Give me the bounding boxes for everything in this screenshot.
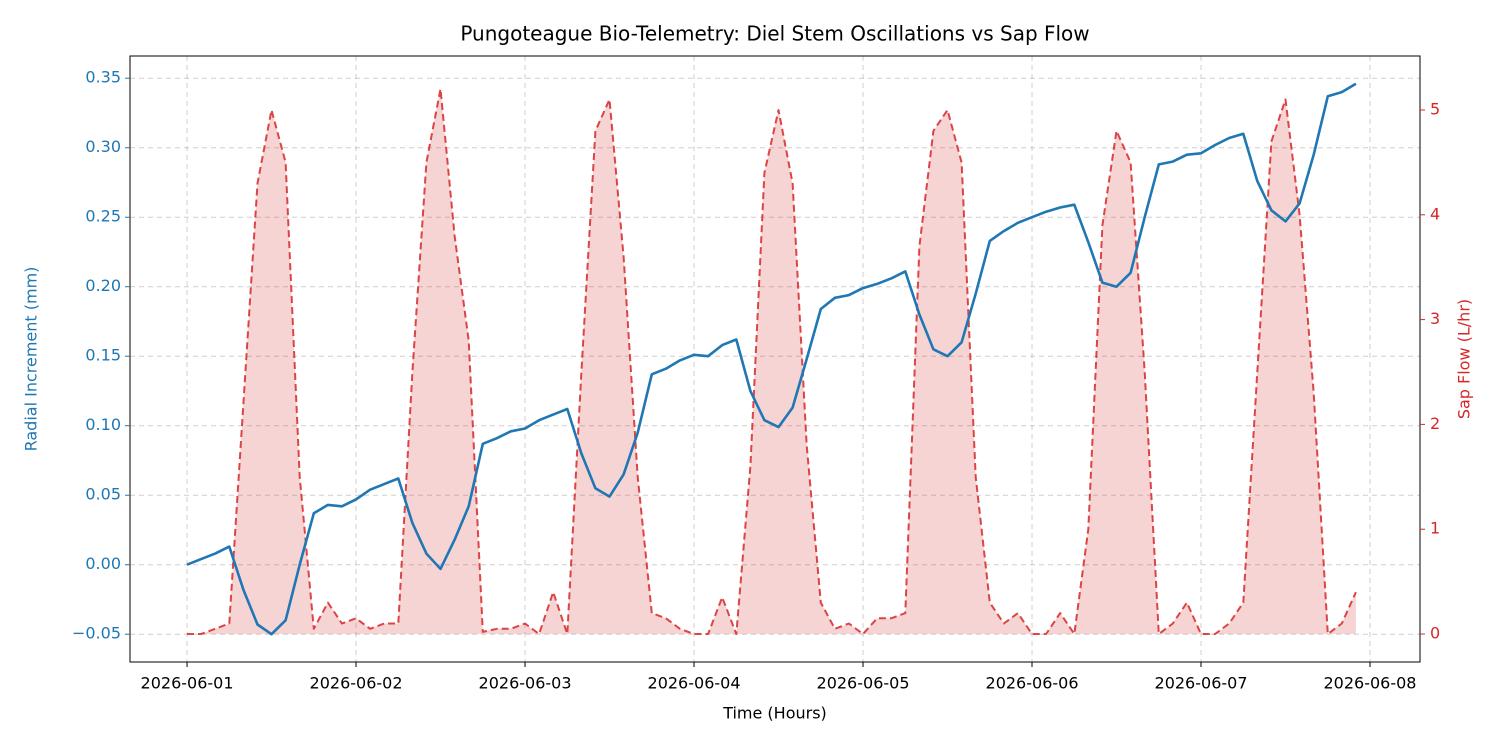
y2-axis-label: Sap Flow (L/hr) [1455,299,1474,419]
x-tick-label: 2026-06-07 [1155,674,1248,693]
y2-tick-label: 5 [1430,99,1440,118]
y-tick-label: 0.00 [85,554,121,573]
y-tick-label: 0.30 [85,137,121,156]
line [187,88,1357,635]
y-tick-label: 0.20 [85,276,121,295]
y2-tick-label: 3 [1430,309,1440,328]
line [186,82,1357,636]
y-axis-label: Radial Increment (mm) [22,267,41,452]
x-tick-label: 2026-06-08 [1324,674,1417,693]
x-tick-label: 2026-06-06 [986,674,1079,693]
y2-tick-label: 4 [1430,204,1440,223]
x-axis-label: Time (Hours) [722,704,827,723]
y2-tick-label: 1 [1430,519,1440,538]
chart-title: Pungoteague Bio-Telemetry: Diel Stem Osc… [460,22,1089,46]
y-tick-label: 0.05 [85,485,121,504]
x-tick-label: 2026-06-05 [817,674,910,693]
x-tick-label: 2026-06-03 [479,674,572,693]
x-tick-label: 2026-06-04 [648,674,741,693]
area [187,89,1356,635]
y-tick-label: 0.25 [85,207,121,226]
y2-tick-label: 2 [1430,414,1440,433]
y-tick-label: 0.10 [85,415,121,434]
y2-tick-label: 0 [1430,624,1440,643]
x-tick-label: 2026-06-01 [141,674,234,693]
y-tick-label: 0.15 [85,346,121,365]
y-tick-label: 0.35 [85,68,121,87]
x-tick-label: 2026-06-02 [310,674,403,693]
y-tick-label: −0.05 [72,624,121,643]
plot-frame [129,55,1421,663]
